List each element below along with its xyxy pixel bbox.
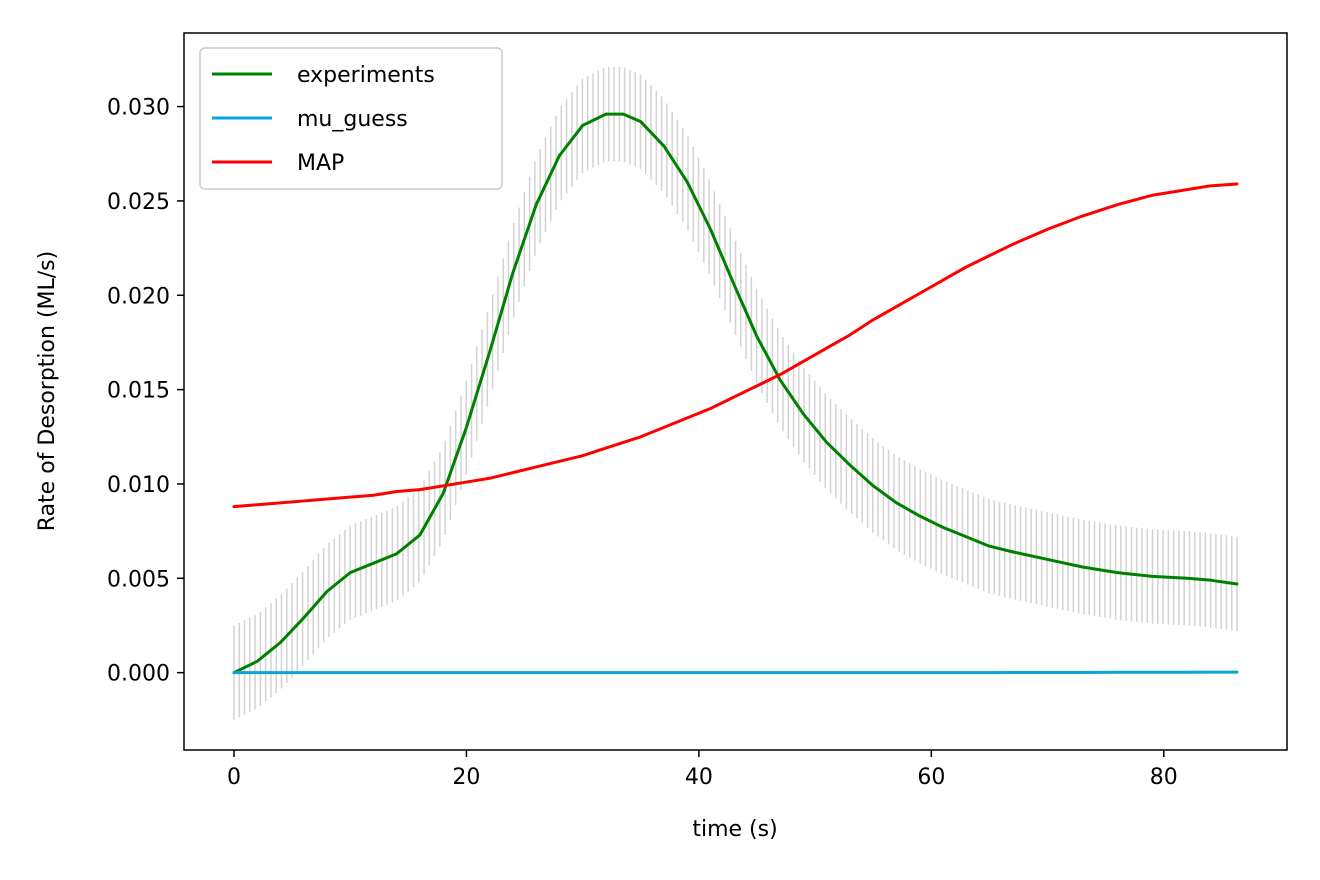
y-tick-label: 0.010 xyxy=(107,473,170,498)
series-line-map xyxy=(232,182,1239,509)
x-tick-label: 20 xyxy=(452,765,480,790)
x-tick-label: 80 xyxy=(1150,765,1178,790)
x-tick-label: 60 xyxy=(917,765,945,790)
x-axis: 0 20 40 60 80 xyxy=(227,750,1178,790)
y-tick-label: 0.015 xyxy=(107,379,170,404)
x-tick-label: 40 xyxy=(685,765,713,790)
y-tick-label: 0.005 xyxy=(107,567,170,592)
legend-label: experiments xyxy=(297,63,435,88)
legend-label: mu_guess xyxy=(297,107,408,132)
y-tick-label: 0.020 xyxy=(107,284,170,309)
y-tick-label: 0.030 xyxy=(107,96,170,121)
series-line-experiments xyxy=(232,112,1239,675)
legend-box xyxy=(199,47,503,190)
x-axis-label: time (s) xyxy=(692,817,777,842)
series-lines xyxy=(232,112,1239,675)
legend: experiments mu_guess MAP xyxy=(199,47,503,190)
y-tick-label: 0.000 xyxy=(107,662,170,687)
legend-label: MAP xyxy=(297,151,344,176)
y-tick-label: 0.025 xyxy=(107,190,170,215)
y-axis: 0.000 0.005 0.010 0.015 0.020 0.025 0.030 xyxy=(107,96,184,687)
plot-frame xyxy=(183,32,1288,751)
series-line-mu-guess xyxy=(232,670,1239,675)
y-axis-label: Rate of Desorption (ML/s) xyxy=(35,251,60,531)
x-tick-label: 0 xyxy=(227,765,241,790)
